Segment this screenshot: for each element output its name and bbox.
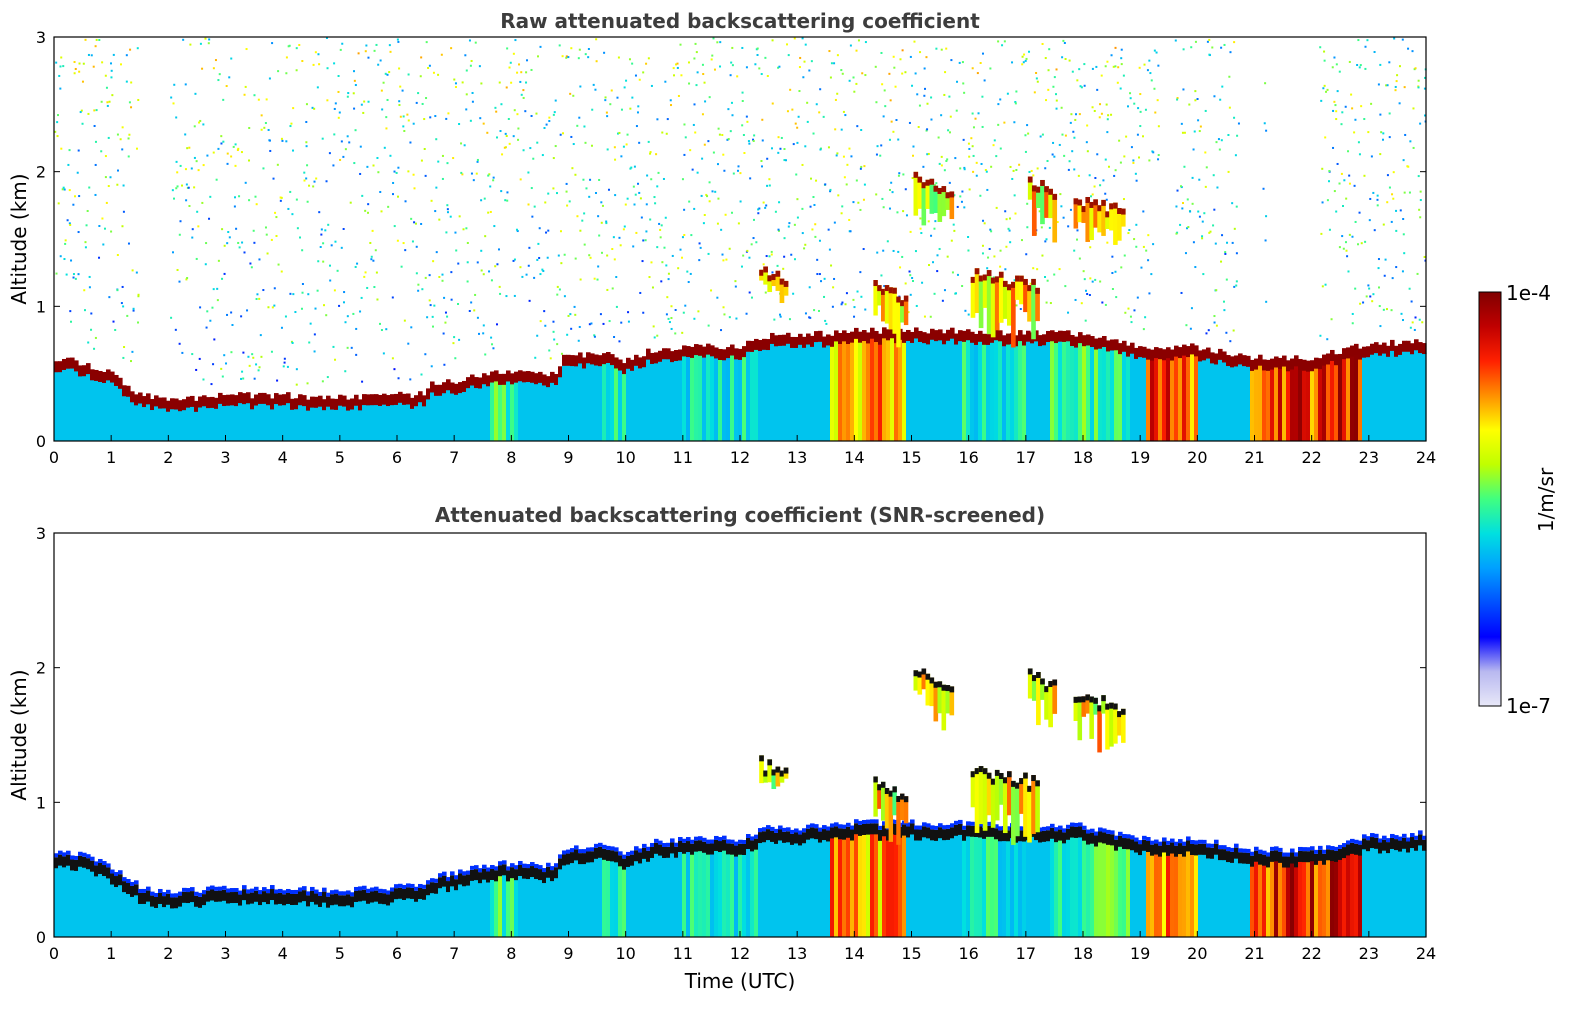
x-tick-label: 7	[449, 944, 459, 963]
x-tick-label: 5	[335, 448, 345, 467]
x-tick-label: 22	[1301, 944, 1321, 963]
x-tick-label: 18	[1073, 944, 1093, 963]
x-tick-label: 10	[615, 448, 635, 467]
x-tick-label: 15	[901, 448, 921, 467]
y-tick-label: 2	[36, 659, 46, 678]
x-tick-label: 17	[1016, 448, 1036, 467]
raw-x-ticks: 0 1 2 3 4 5 6 7 8 9 10 11 12 13 14 15 16 17 18 19 20 21 22 23 24	[49, 435, 1436, 467]
x-tick-label: 4	[278, 448, 288, 467]
y-tick-label: 0	[36, 928, 46, 947]
x-tick-label: 11	[673, 448, 693, 467]
x-tick-label: 6	[392, 448, 402, 467]
raw-y-ticks: 0 1 2 3	[36, 28, 1426, 451]
screened-title: Attenuated backscattering coefficient (S…	[435, 503, 1045, 527]
x-tick-label: 20	[1187, 944, 1207, 963]
screened-y-ticks: 0 1 2 3	[36, 524, 1426, 947]
panel-screened: Attenuated backscattering coefficient (S…	[7, 503, 1436, 993]
y-tick-label: 3	[36, 524, 46, 543]
x-tick-label: 0	[49, 944, 59, 963]
x-tick-label: 15	[901, 944, 921, 963]
y-tick-label: 3	[36, 28, 46, 47]
x-tick-label: 24	[1416, 448, 1436, 467]
x-tick-label: 0	[49, 448, 59, 467]
screened-heatmap	[54, 668, 1427, 937]
x-tick-label: 17	[1016, 944, 1036, 963]
x-tick-label: 12	[730, 448, 750, 467]
x-tick-label: 5	[335, 944, 345, 963]
x-tick-label: 13	[787, 448, 807, 467]
x-tick-label: 16	[958, 448, 978, 467]
colorbar-gradient	[1478, 291, 1502, 707]
screened-ylabel: Altitude (km)	[7, 669, 31, 800]
x-tick-label: 9	[563, 448, 573, 467]
screened-xlabel: Time (UTC)	[684, 969, 796, 993]
x-tick-label: 18	[1073, 448, 1093, 467]
x-tick-label: 1	[106, 944, 116, 963]
x-tick-label: 11	[673, 944, 693, 963]
x-tick-label: 8	[506, 448, 516, 467]
panel-raw: Raw attenuated backscattering coefficien…	[7, 9, 1436, 467]
x-tick-label: 12	[730, 944, 750, 963]
raw-heatmap	[54, 37, 1427, 441]
y-tick-label: 1	[36, 297, 46, 316]
colorbar-unit-label: 1/m/sr	[1534, 467, 1558, 532]
x-tick-label: 21	[1244, 448, 1264, 467]
x-tick-label: 24	[1416, 944, 1436, 963]
x-tick-label: 22	[1301, 448, 1321, 467]
x-tick-label: 2	[163, 944, 173, 963]
x-tick-label: 6	[392, 944, 402, 963]
x-tick-label: 23	[1359, 944, 1379, 963]
x-tick-label: 19	[1130, 944, 1150, 963]
x-tick-label: 7	[449, 448, 459, 467]
x-tick-label: 20	[1187, 448, 1207, 467]
x-tick-label: 3	[220, 944, 230, 963]
x-tick-label: 13	[787, 944, 807, 963]
x-tick-label: 8	[506, 944, 516, 963]
raw-title: Raw attenuated backscattering coefficien…	[500, 9, 980, 33]
x-tick-label: 16	[958, 944, 978, 963]
x-tick-label: 19	[1130, 448, 1150, 467]
x-tick-label: 3	[220, 448, 230, 467]
x-tick-label: 14	[844, 448, 864, 467]
y-tick-label: 1	[36, 793, 46, 812]
x-tick-label: 2	[163, 448, 173, 467]
raw-ylabel: Altitude (km)	[7, 173, 31, 304]
colorbar: 1e-4 1e-7 1/m/sr	[1478, 281, 1558, 718]
colorbar-max-label: 1e-4	[1506, 281, 1551, 305]
colorbar-min-label: 1e-7	[1506, 694, 1551, 718]
y-tick-label: 2	[36, 163, 46, 182]
x-tick-label: 1	[106, 448, 116, 467]
x-tick-label: 14	[844, 944, 864, 963]
screened-x-ticks: 0 1 2 3 4 5 6 7 8 9 10 11 12 13 14 15 16 17 18 19 20 21 22 23 24	[49, 931, 1436, 963]
x-tick-label: 21	[1244, 944, 1264, 963]
x-tick-label: 10	[615, 944, 635, 963]
y-tick-label: 0	[36, 432, 46, 451]
x-tick-label: 4	[278, 944, 288, 963]
x-tick-label: 9	[563, 944, 573, 963]
x-tick-label: 23	[1359, 448, 1379, 467]
